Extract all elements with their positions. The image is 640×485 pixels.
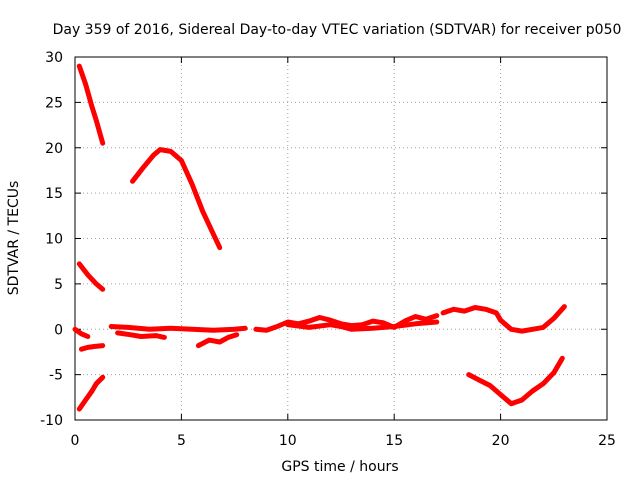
data-series — [72, 63, 567, 412]
y-axis-label: SDTVAR / TECUs — [6, 181, 22, 296]
y-tick-label: 0 — [54, 322, 63, 338]
series-arc-9 — [195, 332, 240, 349]
series-arc-4 — [72, 326, 91, 339]
x-tick-label: 0 — [71, 433, 80, 449]
y-tick-label: -10 — [40, 413, 63, 429]
series-arc-8 — [115, 330, 167, 340]
y-tick-label: 10 — [45, 232, 63, 248]
grid — [75, 57, 607, 420]
chart-title: Day 359 of 2016, Sidereal Day-to-day VTE… — [53, 22, 622, 38]
series-arc-10 — [253, 313, 440, 333]
y-tick-label: 15 — [45, 186, 63, 202]
x-tick-label: 5 — [177, 433, 186, 449]
x-tick-label: 10 — [279, 433, 297, 449]
y-tick-label: 20 — [45, 141, 63, 157]
x-tick-label: 25 — [598, 433, 616, 449]
y-tick-label: 30 — [45, 50, 63, 66]
series-arc-2 — [130, 147, 223, 251]
y-tick-label: -5 — [49, 368, 63, 384]
series-arc-13 — [466, 355, 565, 407]
x-axis-label: GPS time / hours — [281, 459, 398, 475]
series-arc-12 — [440, 304, 567, 334]
series-arc-7 — [108, 324, 248, 333]
series-arc-6 — [76, 374, 106, 412]
x-tick-label: 15 — [385, 433, 403, 449]
series-arc-1 — [76, 63, 106, 146]
series-arc-11 — [285, 319, 440, 332]
axis-ticks: 0 5 10 15 20 25 -10 -5 0 5 10 15 20 25 30 — [40, 50, 616, 449]
y-tick-label: 5 — [54, 277, 63, 293]
series-arc-5 — [78, 343, 106, 352]
x-tick-label: 20 — [492, 433, 510, 449]
series-arc-3 — [76, 261, 106, 292]
y-tick-label: 25 — [45, 95, 63, 111]
